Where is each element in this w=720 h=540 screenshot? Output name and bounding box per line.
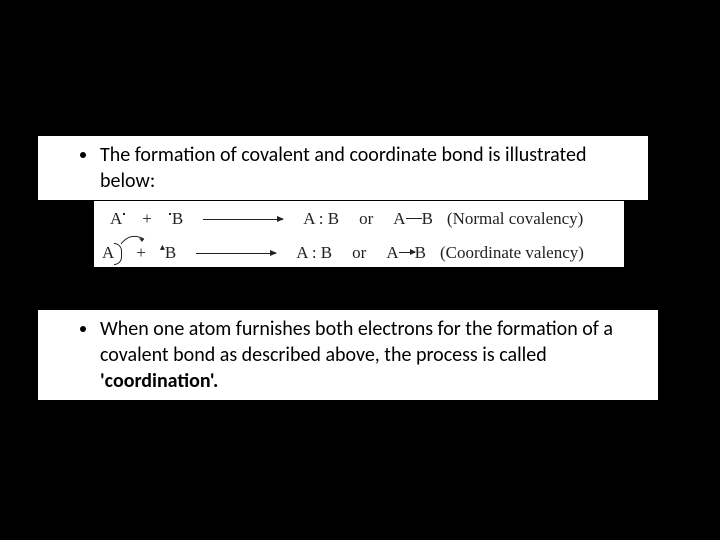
plus-sign: + <box>136 243 146 263</box>
annotation-normal: (Normal covalency) <box>447 209 583 229</box>
atom-b-acceptor: B <box>165 243 176 263</box>
reaction-arrow-icon <box>196 253 276 254</box>
bond-right: B <box>422 209 433 229</box>
bullet-2-bold: 'coordination'. <box>100 369 218 393</box>
or-label: or <box>352 243 366 263</box>
bond-right: B <box>415 243 426 263</box>
bullet-2-text: When one atom furnishes both electrons f… <box>100 316 648 394</box>
bond-diagram: A + B A : B or A B (Normal covalency) A … <box>94 201 624 267</box>
diagram-row-normal: A + B A : B or A B (Normal covalency) <box>102 204 616 234</box>
product-lewis: A : B <box>296 243 332 263</box>
coordinate-bond-arrow-icon <box>399 252 415 253</box>
bullet-1-text: The formation of covalent and coordinate… <box>100 142 638 194</box>
reaction-arrow-icon <box>203 219 283 220</box>
bond-left: A <box>393 209 405 229</box>
slide: The formation of covalent and coordinate… <box>0 0 720 540</box>
bullet-2-prefix: When one atom furnishes both electrons f… <box>100 317 613 367</box>
atom-b-radical: B <box>172 209 183 229</box>
diagram-row-coordinate: A + ▴ B A : B or A B <box>102 238 616 268</box>
atom-a-radical: A <box>110 209 122 229</box>
bullet-dot-icon <box>80 326 86 332</box>
bullet-dot-icon <box>80 152 86 158</box>
annotation-coordinate: (Coordinate valency) <box>440 243 584 263</box>
or-label: or <box>359 209 373 229</box>
plus-sign: + <box>142 209 152 229</box>
empty-orbital-marker: ▴ <box>160 242 165 253</box>
lone-pair-icon <box>114 244 122 262</box>
bullet-2: When one atom furnishes both electrons f… <box>38 310 658 400</box>
atom-a-lonepair: A <box>102 243 114 263</box>
bond-left: A <box>386 243 398 263</box>
product-lewis: A : B <box>303 209 339 229</box>
bullet-1: The formation of covalent and coordinate… <box>38 136 648 200</box>
single-bond-icon <box>406 218 422 219</box>
